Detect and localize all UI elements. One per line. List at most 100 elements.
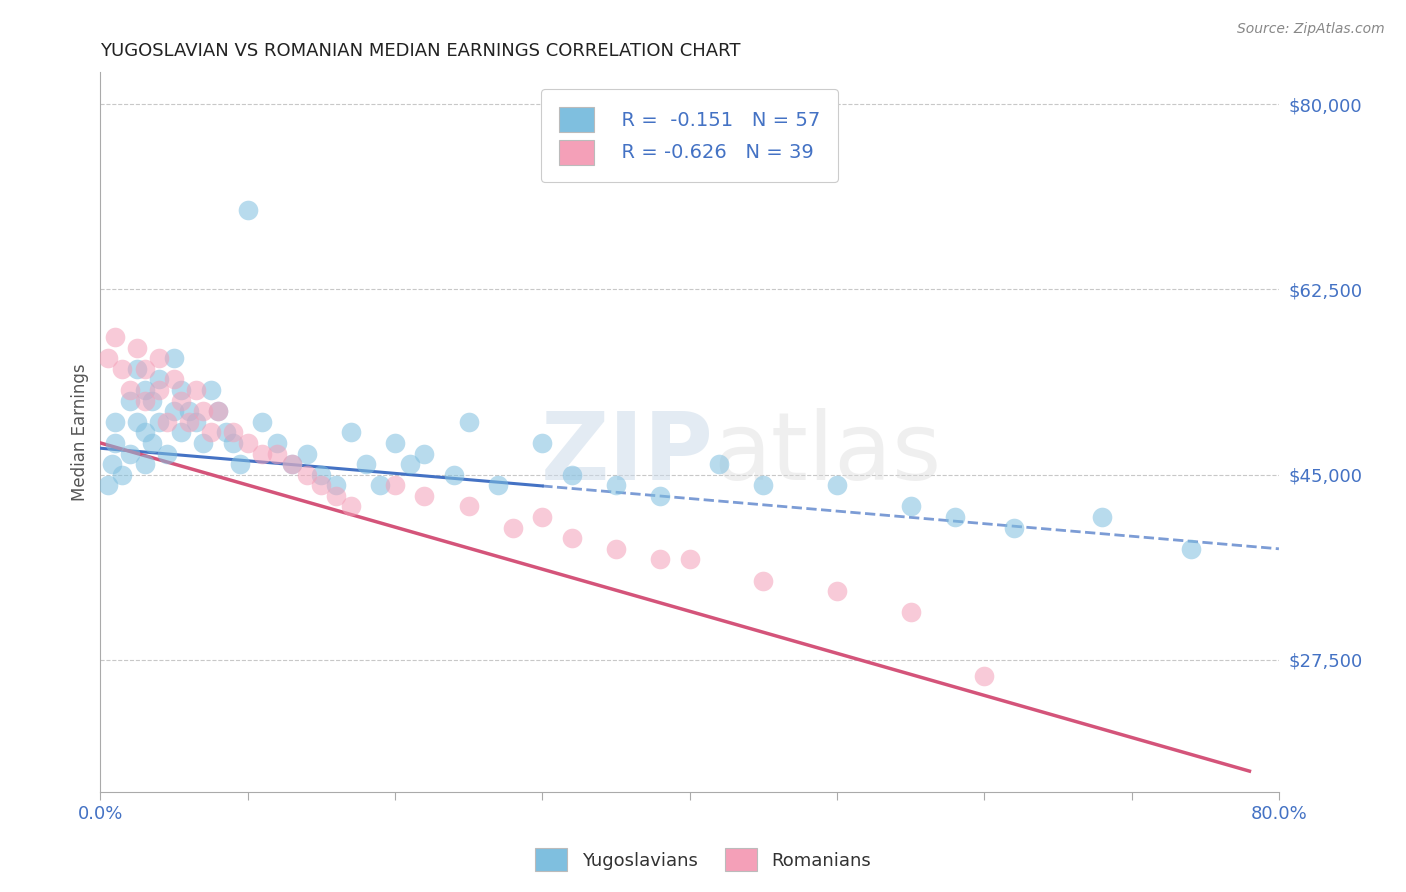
Text: YUGOSLAVIAN VS ROMANIAN MEDIAN EARNINGS CORRELATION CHART: YUGOSLAVIAN VS ROMANIAN MEDIAN EARNINGS … xyxy=(100,42,741,60)
Point xyxy=(200,425,222,440)
Point xyxy=(170,383,193,397)
Point xyxy=(311,467,333,482)
Point xyxy=(127,341,149,355)
Point xyxy=(384,436,406,450)
Point xyxy=(134,383,156,397)
Point xyxy=(502,521,524,535)
Point xyxy=(141,393,163,408)
Point xyxy=(222,425,245,440)
Point xyxy=(207,404,229,418)
Point xyxy=(1180,541,1202,556)
Point xyxy=(163,372,186,386)
Point xyxy=(752,478,775,492)
Point xyxy=(707,457,730,471)
Point xyxy=(825,584,848,599)
Point xyxy=(148,383,170,397)
Point xyxy=(222,436,245,450)
Point xyxy=(943,510,966,524)
Point xyxy=(295,467,318,482)
Point xyxy=(266,446,288,460)
Text: atlas: atlas xyxy=(713,408,942,500)
Point xyxy=(193,404,215,418)
Point xyxy=(678,552,700,566)
Point xyxy=(325,489,347,503)
Point xyxy=(457,500,479,514)
Y-axis label: Median Earnings: Median Earnings xyxy=(72,364,89,501)
Point xyxy=(111,361,134,376)
Point xyxy=(900,605,922,619)
Point xyxy=(134,457,156,471)
Point xyxy=(339,500,361,514)
Point xyxy=(398,457,420,471)
Point xyxy=(127,415,149,429)
Point xyxy=(339,425,361,440)
Point xyxy=(252,415,274,429)
Point xyxy=(118,446,141,460)
Point xyxy=(1002,521,1025,535)
Point xyxy=(973,669,995,683)
Point xyxy=(170,393,193,408)
Legend: Yugoslavians, Romanians: Yugoslavians, Romanians xyxy=(527,841,879,879)
Point xyxy=(561,467,583,482)
Point xyxy=(295,446,318,460)
Point xyxy=(177,404,200,418)
Point xyxy=(163,404,186,418)
Point xyxy=(561,531,583,545)
Point xyxy=(184,415,207,429)
Point xyxy=(148,351,170,366)
Point xyxy=(193,436,215,450)
Point xyxy=(104,436,127,450)
Point xyxy=(141,436,163,450)
Point xyxy=(170,425,193,440)
Point xyxy=(236,436,259,450)
Point xyxy=(134,393,156,408)
Point xyxy=(207,404,229,418)
Point xyxy=(148,372,170,386)
Point xyxy=(486,478,509,492)
Point xyxy=(1091,510,1114,524)
Legend:   R =  -0.151   N = 57,   R = -0.626   N = 39: R = -0.151 N = 57, R = -0.626 N = 39 xyxy=(541,89,838,182)
Point xyxy=(214,425,236,440)
Point xyxy=(531,436,554,450)
Point xyxy=(104,330,127,344)
Point xyxy=(457,415,479,429)
Point xyxy=(443,467,465,482)
Point xyxy=(252,446,274,460)
Point xyxy=(266,436,288,450)
Point xyxy=(650,489,672,503)
Point xyxy=(281,457,304,471)
Point xyxy=(354,457,377,471)
Point xyxy=(605,478,627,492)
Point xyxy=(413,446,436,460)
Point xyxy=(118,393,141,408)
Point xyxy=(97,351,120,366)
Point xyxy=(156,446,179,460)
Point xyxy=(177,415,200,429)
Point xyxy=(413,489,436,503)
Point xyxy=(281,457,304,471)
Point xyxy=(311,478,333,492)
Point xyxy=(200,383,222,397)
Point xyxy=(184,383,207,397)
Point xyxy=(118,383,141,397)
Point xyxy=(900,500,922,514)
Point xyxy=(605,541,627,556)
Point xyxy=(134,361,156,376)
Point xyxy=(368,478,391,492)
Point xyxy=(236,202,259,217)
Point xyxy=(148,415,170,429)
Point xyxy=(163,351,186,366)
Point xyxy=(229,457,252,471)
Point xyxy=(156,415,179,429)
Point xyxy=(134,425,156,440)
Point xyxy=(650,552,672,566)
Point xyxy=(101,457,124,471)
Point xyxy=(325,478,347,492)
Point xyxy=(111,467,134,482)
Point xyxy=(752,574,775,588)
Text: ZIP: ZIP xyxy=(540,408,713,500)
Point xyxy=(825,478,848,492)
Text: Source: ZipAtlas.com: Source: ZipAtlas.com xyxy=(1237,22,1385,37)
Point xyxy=(384,478,406,492)
Point xyxy=(97,478,120,492)
